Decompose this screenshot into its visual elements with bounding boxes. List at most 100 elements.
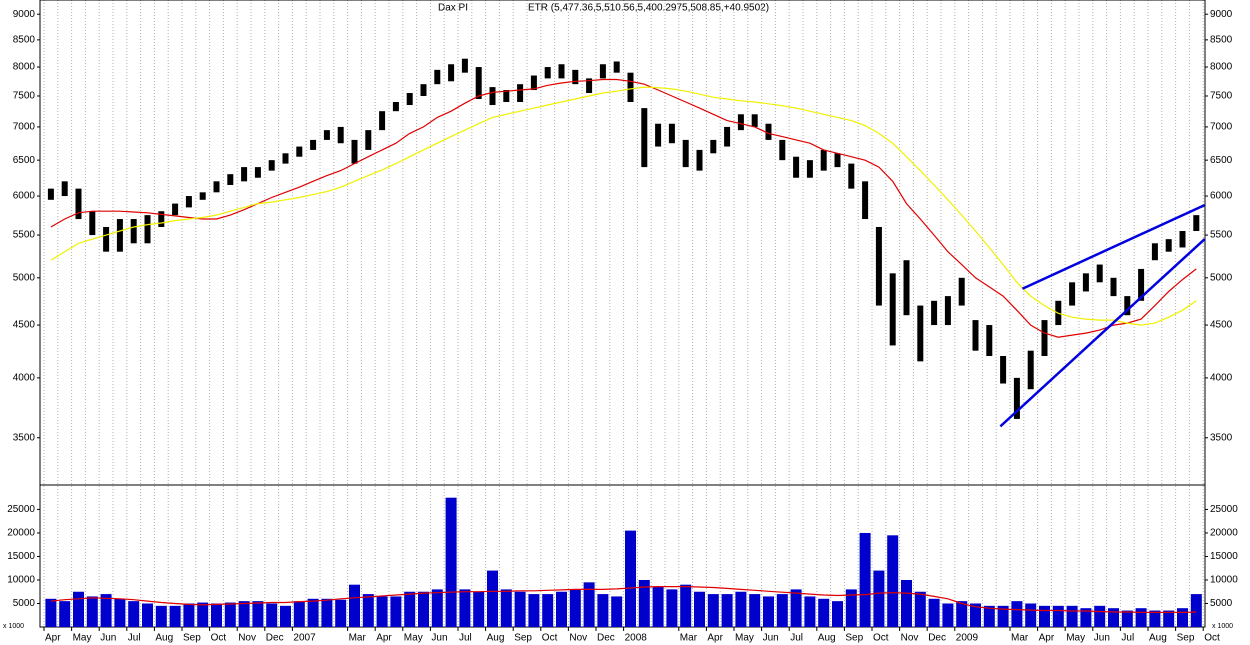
x-tick-label: Mar bbox=[680, 633, 698, 644]
volume-bar bbox=[694, 591, 705, 627]
y-tick-label: 7500 bbox=[1210, 91, 1233, 102]
volume-bar bbox=[459, 589, 471, 627]
volume-bar bbox=[59, 601, 71, 627]
volume-bar bbox=[321, 598, 333, 627]
price-bar bbox=[572, 69, 579, 85]
price-bar bbox=[903, 260, 910, 316]
price-bar bbox=[47, 188, 54, 200]
x-tick-label: Dec bbox=[928, 633, 946, 644]
price-bar bbox=[392, 102, 399, 112]
moving-average bbox=[50, 586, 1197, 613]
volume-bar bbox=[1094, 605, 1106, 627]
price-bar bbox=[558, 64, 565, 79]
y-tick-label: 6000 bbox=[13, 191, 36, 202]
price-bar bbox=[875, 226, 882, 306]
volume-bar bbox=[362, 594, 374, 627]
price-bar bbox=[1151, 243, 1158, 261]
x-tick-label: Dec bbox=[266, 633, 284, 644]
x-tick-label: Oct bbox=[211, 633, 227, 644]
y-tick-label: 9000 bbox=[13, 9, 36, 20]
y-tick-label: 6500 bbox=[1210, 155, 1233, 166]
price-bar bbox=[489, 87, 496, 106]
y-tick-label: 15000 bbox=[1210, 551, 1238, 562]
volume-bar bbox=[280, 605, 291, 627]
price-bar bbox=[972, 320, 979, 351]
y-tick-label: 15000 bbox=[7, 551, 35, 562]
price-bar bbox=[820, 149, 827, 171]
volume-bar bbox=[1135, 608, 1147, 627]
y-tick-label: 25000 bbox=[7, 504, 35, 515]
x-tick-label: Jun bbox=[431, 633, 447, 644]
price-bar bbox=[779, 139, 786, 161]
price-bar bbox=[917, 305, 924, 362]
price-bar bbox=[1013, 377, 1020, 419]
price-bar bbox=[365, 130, 372, 150]
volume-bar bbox=[100, 594, 112, 627]
y-tick-label: 25000 bbox=[1210, 504, 1238, 515]
x-tick-label: Jul bbox=[128, 633, 141, 644]
trendline bbox=[1021, 203, 1206, 290]
price-bar bbox=[806, 160, 813, 178]
price-bar bbox=[1165, 239, 1172, 252]
volume-bar bbox=[983, 605, 995, 627]
price-bar bbox=[834, 153, 841, 168]
x-tick-label: Jun bbox=[1094, 633, 1110, 644]
volume-bar bbox=[942, 603, 954, 627]
price-bar bbox=[668, 123, 675, 144]
y-tick-label: 7000 bbox=[1210, 122, 1233, 133]
x-tick-label: Jul bbox=[459, 633, 472, 644]
x-tick-label: 2007 bbox=[293, 633, 316, 644]
price-bar bbox=[737, 114, 744, 131]
price-bar bbox=[144, 215, 151, 244]
volume-bar bbox=[1039, 605, 1050, 627]
price-bar bbox=[751, 114, 758, 127]
volume-bar bbox=[749, 594, 761, 627]
price-bar bbox=[1110, 277, 1117, 297]
y-tick-label: 3500 bbox=[1210, 432, 1233, 443]
volume-bar bbox=[528, 594, 540, 627]
x-tick-label: Nov bbox=[238, 633, 256, 644]
x-tick-label: Sep bbox=[514, 633, 532, 644]
price-bar bbox=[986, 325, 993, 356]
volume-unit: x 1000 bbox=[1212, 623, 1233, 630]
price-bar bbox=[199, 192, 206, 200]
y-tick-label: 5000 bbox=[1210, 598, 1233, 609]
volume-bar bbox=[666, 589, 678, 627]
x-tick-label: Jun bbox=[763, 633, 779, 644]
price-bar bbox=[1193, 215, 1200, 232]
x-tick-label: Sep bbox=[183, 633, 201, 644]
volume-bar bbox=[1121, 610, 1133, 627]
volume-bar bbox=[183, 603, 195, 627]
x-tick-label: Oct bbox=[873, 633, 889, 644]
price-bar bbox=[89, 211, 96, 236]
price-bar bbox=[682, 139, 689, 168]
x-tick-label: Mar bbox=[349, 633, 367, 644]
price-bar bbox=[931, 300, 938, 326]
volume-bar bbox=[500, 589, 512, 627]
y-tick-label: 7000 bbox=[13, 122, 36, 133]
y-tick-label: 4000 bbox=[13, 373, 36, 384]
y-tick-label: 8500 bbox=[1210, 34, 1233, 45]
x-tick-label: May bbox=[73, 633, 92, 644]
volume-bar bbox=[1177, 608, 1188, 627]
volume-bar bbox=[956, 601, 968, 627]
price-bar bbox=[420, 84, 427, 96]
x-tick-label: Aug bbox=[487, 633, 505, 644]
price-bar bbox=[530, 75, 537, 91]
volume-bar bbox=[611, 596, 623, 627]
price-bar bbox=[1138, 268, 1145, 301]
volume-bar bbox=[73, 591, 84, 627]
y-tick-label: 4500 bbox=[13, 320, 36, 331]
price-bar bbox=[323, 130, 330, 140]
price-bar bbox=[613, 61, 620, 73]
price-bar bbox=[696, 149, 703, 171]
price-bar bbox=[1179, 231, 1186, 248]
price-bar bbox=[310, 139, 317, 150]
price-bar bbox=[1027, 350, 1034, 390]
volume-bar bbox=[1025, 603, 1037, 627]
y-tick-label: 20000 bbox=[1210, 528, 1238, 539]
volume-bar bbox=[238, 601, 250, 627]
price-bar bbox=[448, 64, 455, 82]
